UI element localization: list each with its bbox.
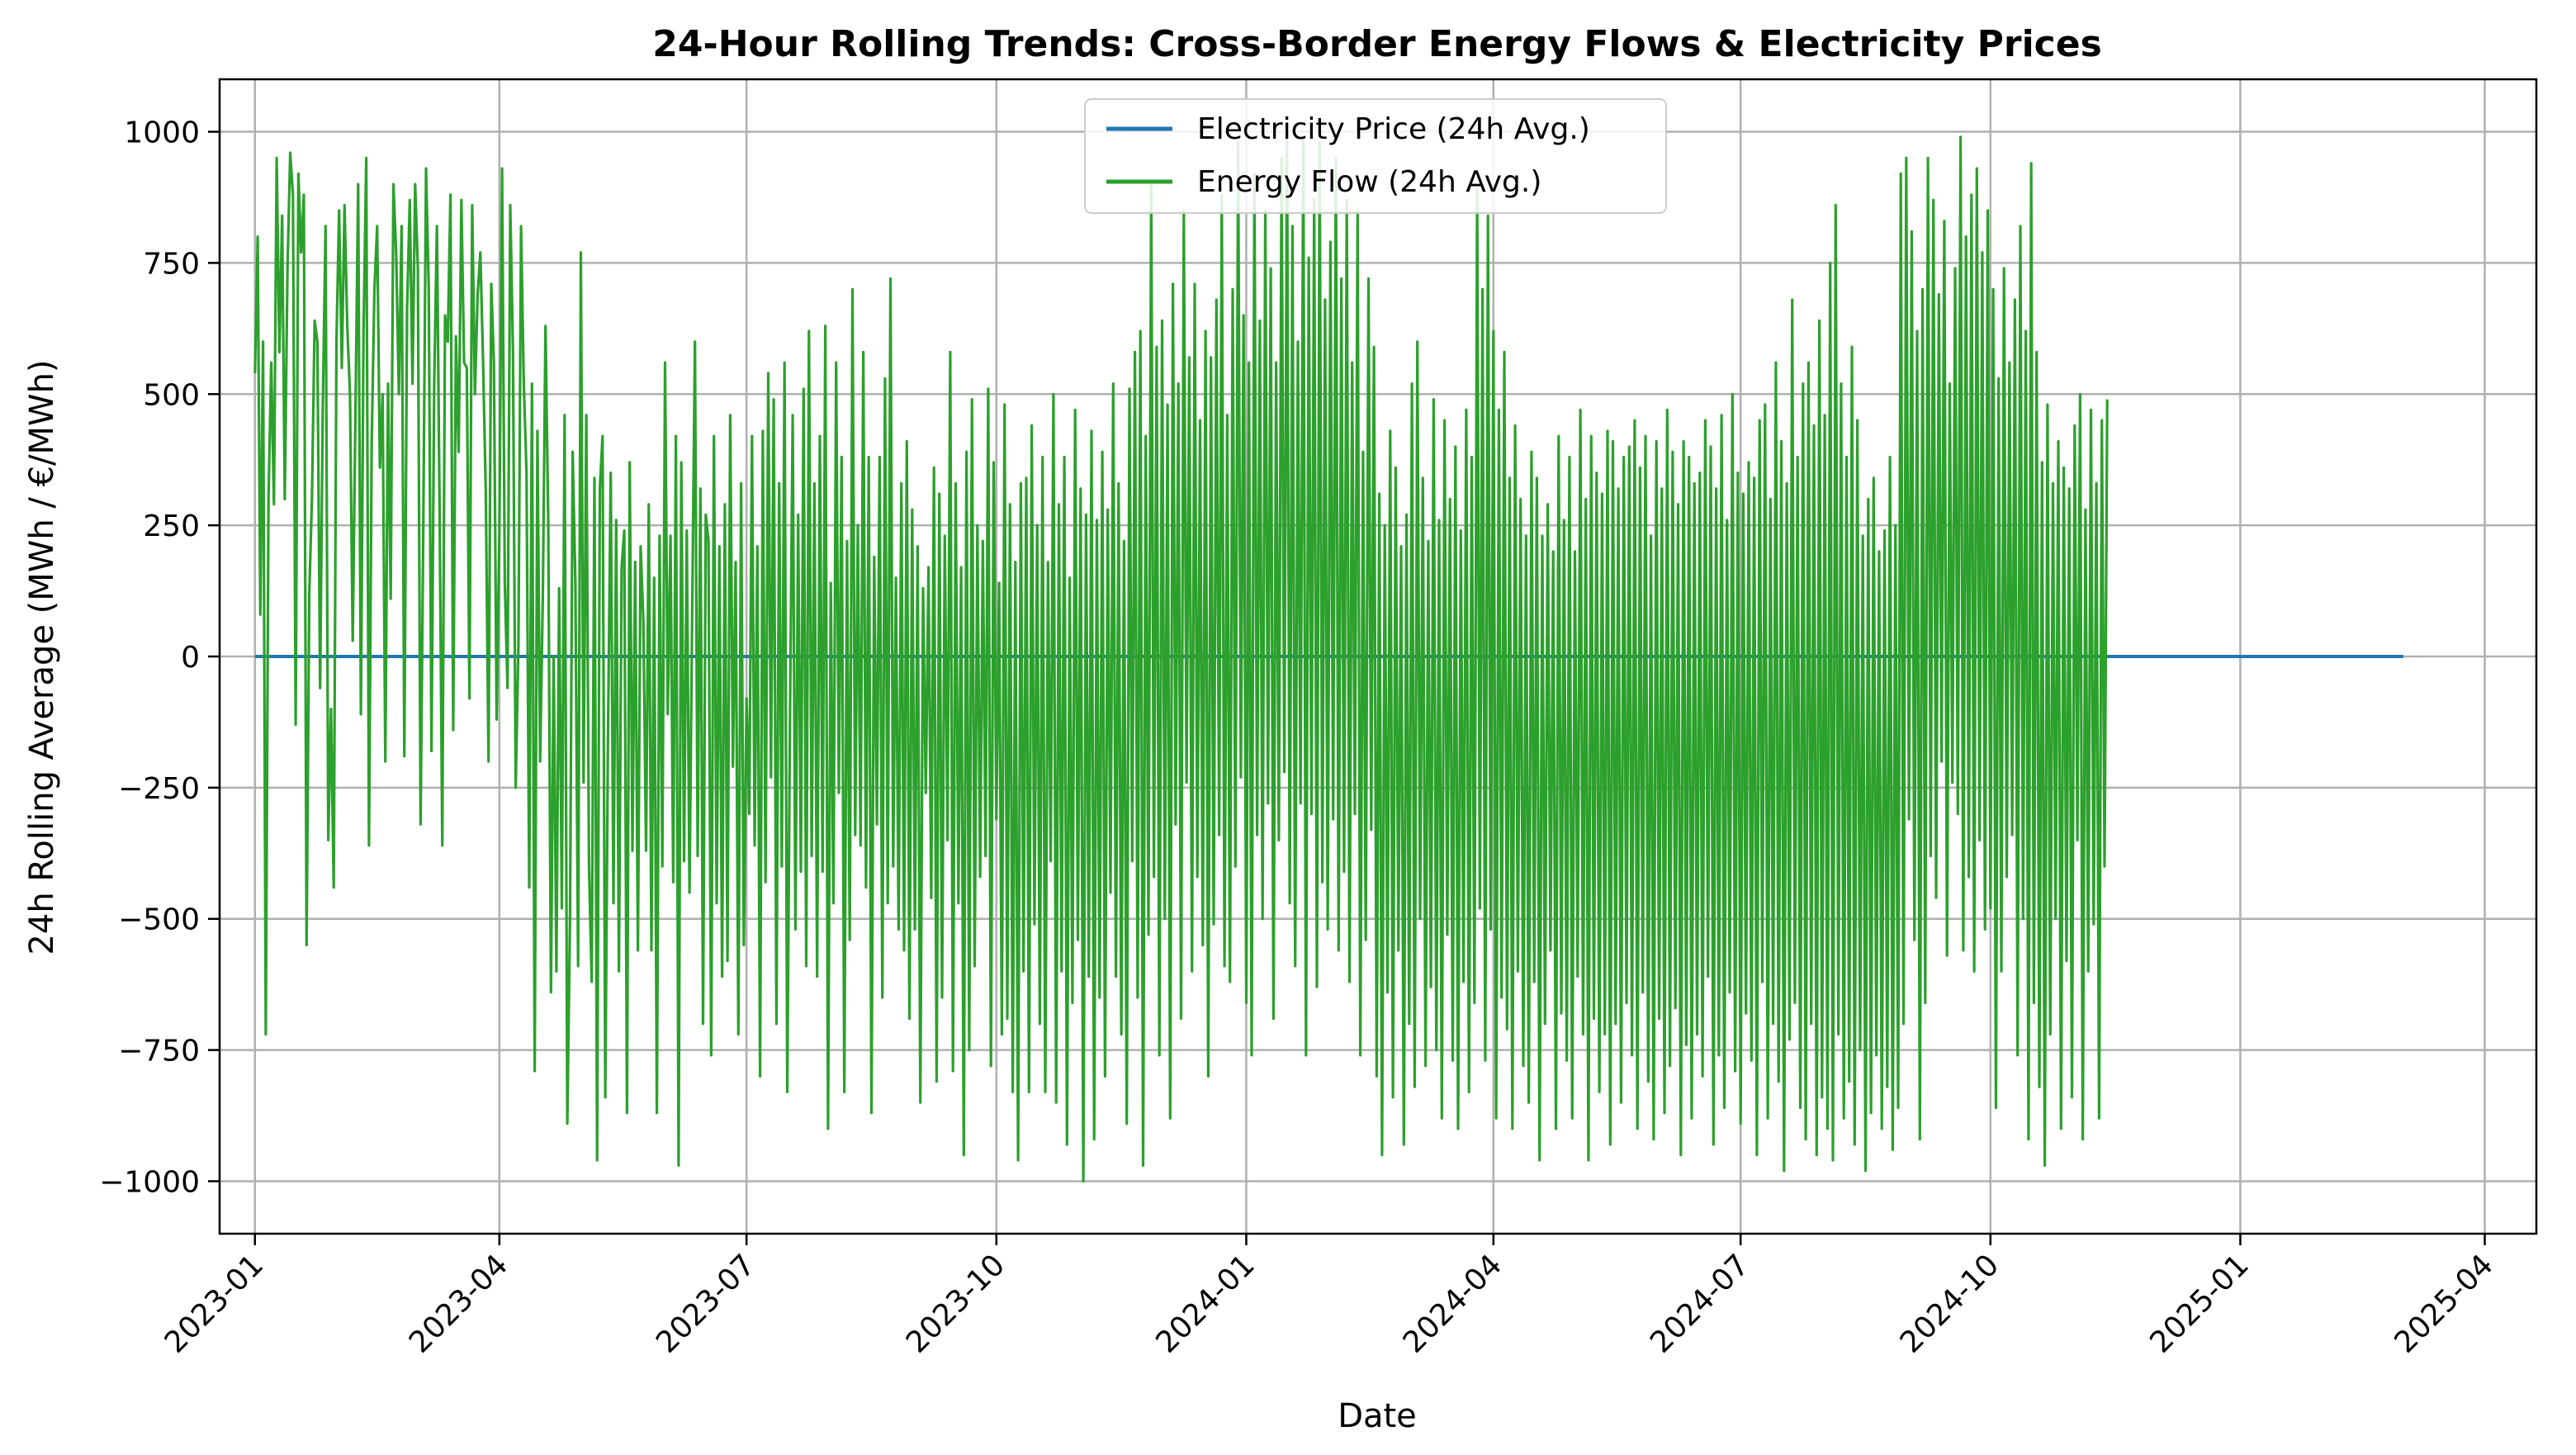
x-tick-label: 2023-10 [900, 1248, 1011, 1359]
y-tick-label: 750 [143, 247, 200, 281]
y-tick-label: −500 [118, 903, 200, 937]
x-tick-label: 2023-07 [650, 1248, 761, 1359]
x-tick-label: 2024-04 [1397, 1248, 1508, 1359]
chart-title: 24-Hour Rolling Trends: Cross-Border Ene… [652, 23, 2102, 65]
y-tick-label: 1000 [124, 116, 200, 150]
y-tick-label: −1000 [99, 1165, 200, 1199]
legend-label-electricity-price: Electricity Price (24h Avg.) [1197, 112, 1590, 146]
legend-label-energy-flow: Energy Flow (24h Avg.) [1197, 165, 1541, 199]
x-tick-label: 2024-01 [1149, 1248, 1261, 1359]
y-axis-label: 24h Rolling Average (MWh / €/MWh) [23, 359, 61, 955]
x-tick-label: 2023-04 [403, 1248, 514, 1359]
series-layer [253, 130, 2403, 1183]
x-tick-label: 2025-01 [2143, 1248, 2255, 1359]
x-axis-ticks: 2023-01 2023-04 2023-07 2023-10 2024-01 2024-… [159, 1234, 2500, 1360]
y-tick-label: −750 [118, 1035, 200, 1069]
legend: Electricity Price (24h Avg.) Energy Flow… [1084, 98, 1667, 214]
x-axis-label: Date [1338, 1397, 1417, 1435]
x-tick-label: 2024-10 [1894, 1248, 2005, 1359]
y-axis-ticks: 1000 750 500 250 0 −250 −500 −750 −1000 [99, 116, 220, 1199]
x-tick-label: 2024-07 [1644, 1248, 1755, 1359]
legend-box [1084, 98, 1667, 214]
energy-flow-line [253, 130, 2109, 1183]
y-tick-label: 250 [143, 509, 200, 543]
y-tick-label: 500 [143, 378, 200, 412]
y-tick-label: −250 [118, 772, 200, 806]
x-tick-label: 2023-01 [159, 1248, 270, 1359]
x-tick-label: 2025-04 [2389, 1248, 2500, 1359]
y-tick-label: 0 [181, 641, 200, 675]
